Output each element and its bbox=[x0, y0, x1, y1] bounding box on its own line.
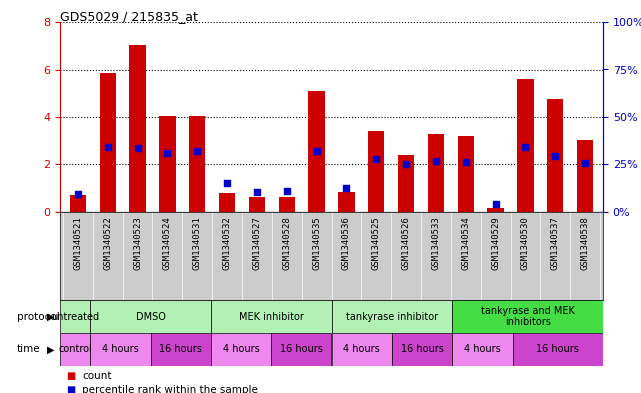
Text: percentile rank within the sample: percentile rank within the sample bbox=[83, 385, 258, 393]
Bar bbox=[129, 44, 146, 212]
Bar bbox=[458, 136, 474, 212]
Point bbox=[312, 148, 322, 154]
Bar bbox=[338, 192, 354, 212]
Point bbox=[133, 145, 143, 151]
Text: GSM1340538: GSM1340538 bbox=[581, 217, 590, 270]
Text: GSM1340530: GSM1340530 bbox=[521, 217, 530, 270]
Bar bbox=[452, 300, 603, 333]
Text: control: control bbox=[58, 345, 92, 354]
Bar bbox=[189, 116, 206, 212]
Point bbox=[192, 148, 203, 154]
Text: 4 hours: 4 hours bbox=[344, 345, 380, 354]
Text: ▶: ▶ bbox=[47, 345, 54, 354]
Text: GDS5029 / 215835_at: GDS5029 / 215835_at bbox=[60, 10, 198, 23]
Bar bbox=[211, 333, 271, 366]
Text: tankyrase inhibitor: tankyrase inhibitor bbox=[345, 312, 438, 321]
Bar bbox=[159, 116, 176, 212]
Text: GSM1340529: GSM1340529 bbox=[491, 217, 500, 270]
Text: count: count bbox=[83, 371, 112, 381]
Bar bbox=[271, 333, 331, 366]
Text: GSM1340525: GSM1340525 bbox=[372, 217, 381, 270]
Bar bbox=[60, 333, 90, 366]
Text: GSM1340533: GSM1340533 bbox=[431, 217, 440, 270]
Point bbox=[431, 158, 441, 164]
Text: GSM1340526: GSM1340526 bbox=[402, 217, 411, 270]
Bar bbox=[331, 300, 452, 333]
Bar bbox=[368, 131, 385, 212]
Text: 16 hours: 16 hours bbox=[537, 345, 579, 354]
Text: 4 hours: 4 hours bbox=[464, 345, 501, 354]
Point bbox=[401, 162, 412, 168]
Text: time: time bbox=[17, 345, 41, 354]
Point bbox=[162, 149, 172, 156]
Bar bbox=[513, 333, 603, 366]
Text: ▶: ▶ bbox=[47, 312, 54, 321]
Bar bbox=[428, 134, 444, 212]
Bar bbox=[279, 196, 295, 212]
Bar bbox=[487, 208, 504, 212]
Text: GSM1340522: GSM1340522 bbox=[103, 217, 112, 270]
Text: ■: ■ bbox=[67, 385, 76, 393]
Bar bbox=[99, 73, 116, 212]
Point bbox=[490, 200, 501, 207]
Text: ■: ■ bbox=[67, 371, 76, 381]
Text: protocol: protocol bbox=[17, 312, 60, 321]
Bar bbox=[398, 155, 414, 212]
Text: GSM1340527: GSM1340527 bbox=[253, 217, 262, 270]
Text: MEK inhibitor: MEK inhibitor bbox=[238, 312, 304, 321]
Bar bbox=[90, 300, 211, 333]
Text: GSM1340535: GSM1340535 bbox=[312, 217, 321, 270]
Bar bbox=[90, 333, 151, 366]
Bar bbox=[331, 333, 392, 366]
Text: GSM1340534: GSM1340534 bbox=[462, 217, 470, 270]
Text: 4 hours: 4 hours bbox=[222, 345, 260, 354]
Text: untreated: untreated bbox=[51, 312, 99, 321]
Text: tankyrase and MEK
inhibitors: tankyrase and MEK inhibitors bbox=[481, 306, 574, 327]
Text: GSM1340537: GSM1340537 bbox=[551, 217, 560, 270]
Point bbox=[281, 187, 292, 194]
Text: 16 hours: 16 hours bbox=[280, 345, 323, 354]
Bar bbox=[517, 79, 534, 212]
Bar bbox=[308, 91, 325, 212]
Point bbox=[371, 155, 381, 162]
Point bbox=[73, 191, 83, 197]
Bar bbox=[219, 193, 235, 212]
Point bbox=[341, 185, 351, 191]
Bar bbox=[577, 140, 594, 212]
Text: 16 hours: 16 hours bbox=[159, 345, 202, 354]
Text: DMSO: DMSO bbox=[135, 312, 165, 321]
Bar bbox=[151, 333, 211, 366]
Bar bbox=[392, 333, 452, 366]
Point bbox=[252, 189, 262, 195]
Text: GSM1340524: GSM1340524 bbox=[163, 217, 172, 270]
Bar bbox=[211, 300, 331, 333]
Text: GSM1340521: GSM1340521 bbox=[74, 217, 83, 270]
Bar bbox=[452, 333, 513, 366]
Bar bbox=[70, 195, 86, 212]
Point bbox=[461, 159, 471, 165]
Text: GSM1340532: GSM1340532 bbox=[222, 217, 231, 270]
Text: 4 hours: 4 hours bbox=[102, 345, 138, 354]
Bar bbox=[249, 196, 265, 212]
Point bbox=[550, 153, 560, 159]
Point bbox=[580, 160, 590, 167]
Point bbox=[103, 143, 113, 150]
Bar bbox=[60, 300, 90, 333]
Text: 16 hours: 16 hours bbox=[401, 345, 444, 354]
Text: GSM1340536: GSM1340536 bbox=[342, 217, 351, 270]
Point bbox=[222, 180, 232, 187]
Text: GSM1340528: GSM1340528 bbox=[282, 217, 291, 270]
Bar bbox=[547, 99, 563, 212]
Text: GSM1340523: GSM1340523 bbox=[133, 217, 142, 270]
Text: GSM1340531: GSM1340531 bbox=[193, 217, 202, 270]
Point bbox=[520, 143, 531, 150]
